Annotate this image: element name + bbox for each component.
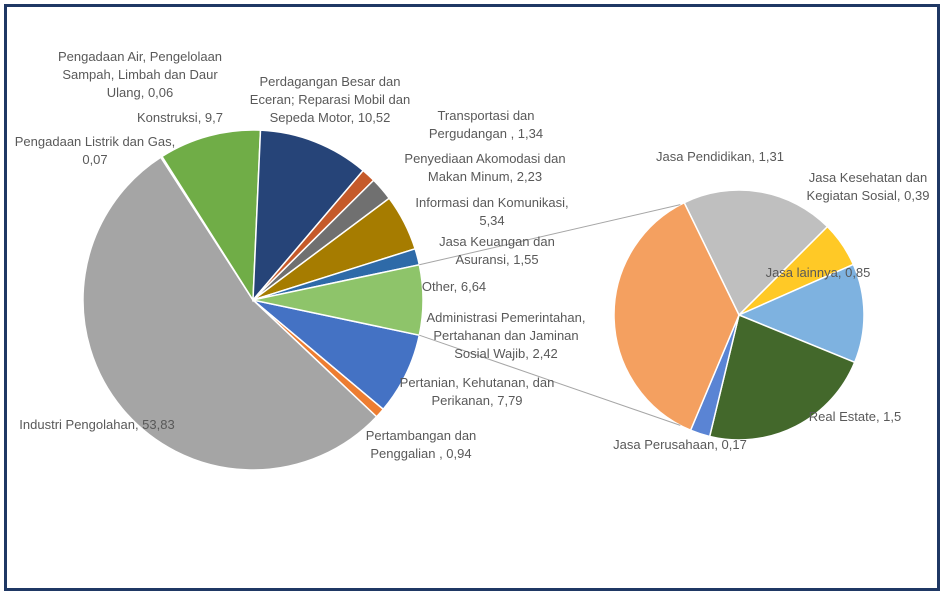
category-name: Other — [422, 279, 461, 294]
value-label: 9,7 — [204, 110, 223, 125]
category-name: Pengadaan Listrik dan Gas — [15, 134, 175, 149]
category-name: Administrasi Pemerintahan, Pertahanan da… — [427, 310, 586, 361]
pie-slice — [82, 156, 378, 471]
value-label: 0,85 — [845, 265, 871, 280]
category-name: Industri Pengolahan — [19, 417, 142, 432]
value-label: 1,55 — [513, 252, 539, 267]
data-label: Jasa lainnya0,85 — [758, 264, 878, 282]
value-label: 53,83 — [142, 417, 175, 432]
data-label: Pertambangan dan Penggalian 0,94 — [359, 427, 484, 463]
pie-slice — [683, 189, 829, 317]
connector-line — [419, 334, 681, 426]
pie-slice — [708, 313, 856, 441]
data-label: Informasi dan Komunikasi 5,34 — [407, 194, 577, 230]
pie-slice — [613, 201, 740, 432]
pie-slice — [737, 263, 865, 364]
data-label: Jasa Pendidikan1,31 — [645, 148, 795, 166]
category-name: Pertanian, Kehutanan, dan Perikanan — [400, 375, 555, 408]
value-label: 2,23 — [516, 169, 543, 184]
category-name: Jasa Kesehatan dan Kegiatan Sosial — [807, 170, 928, 203]
data-label: Pertanian, Kehutanan, dan Perikanan7,79 — [392, 374, 562, 410]
data-label: Jasa Keuangan dan Asuransi1,55 — [435, 233, 560, 269]
pie-slice — [252, 263, 424, 337]
pie-slice — [252, 129, 365, 303]
connector-line — [419, 204, 681, 266]
value-label: 6,64 — [460, 279, 487, 294]
pie-slice — [160, 129, 262, 303]
data-label: Other6,64 — [414, 278, 494, 296]
category-name: Jasa Pendidikan — [656, 149, 759, 164]
value-label: 1,5 — [883, 409, 902, 424]
value-label: 5,34 — [479, 213, 505, 228]
value-label: 0,17 — [721, 437, 747, 452]
value-label: 10,52 — [357, 110, 391, 125]
data-label: Jasa Kesehatan dan Kegiatan Sosial0,39 — [798, 169, 938, 205]
value-label: 2,42 — [532, 346, 558, 361]
value-label: 1,31 — [758, 149, 784, 164]
value-label: 0,94 — [446, 446, 472, 461]
category-name: Jasa Perusahaan — [613, 437, 721, 452]
value-label: 0,07 — [82, 152, 108, 167]
value-label: 7,79 — [497, 393, 523, 408]
data-label: Administrasi Pemerintahan, Pertahanan da… — [416, 309, 596, 363]
data-label: Konstruksi9,7 — [120, 109, 240, 127]
category-name: Konstruksi — [137, 110, 205, 125]
value-label: 0,06 — [147, 85, 174, 100]
category-name: Pengadaan Air, Pengelolaan Sampah, Limba… — [58, 49, 222, 100]
data-label: Jasa Perusahaan0,17 — [605, 436, 755, 454]
data-label: Pengadaan Listrik dan Gas 0,07 — [8, 133, 183, 169]
data-label: Pengadaan Air, Pengelolaan Sampah, Limba… — [53, 48, 228, 102]
data-label: Perdagangan Besar dan Eceran; Reparasi M… — [243, 73, 418, 127]
data-label: Penyediaan Akomodasi dan Makan Minum2,23 — [403, 150, 568, 186]
value-label: 1,34 — [517, 126, 544, 141]
category-name: Jasa lainnya — [766, 265, 846, 280]
data-label: Real Estate1,5 — [805, 408, 905, 426]
category-name: Real Estate — [809, 409, 883, 424]
value-label: 0,39 — [904, 188, 930, 203]
data-label: Transportasi dan Pergudangan 1,34 — [424, 107, 549, 143]
data-label: Industri Pengolahan53,83 — [7, 416, 187, 434]
category-name: Informasi dan Komunikasi — [415, 195, 568, 210]
